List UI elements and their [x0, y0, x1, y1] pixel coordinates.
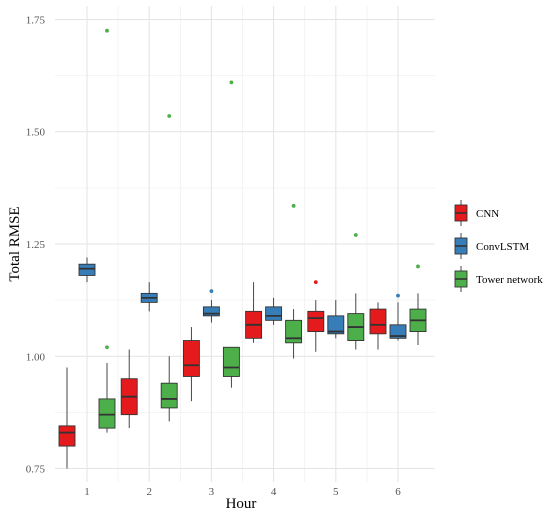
- box-tower-network-hour-2: [160, 114, 178, 422]
- outlier-point: [229, 80, 234, 85]
- outlier-point: [209, 289, 214, 294]
- outlier-point: [416, 264, 420, 269]
- box-tower-network-hour-4: [285, 203, 303, 359]
- box-iqr: [369, 308, 387, 335]
- box-iqr: [58, 425, 76, 447]
- y-tick-label: 0.75: [26, 464, 46, 476]
- box-convlstm-hour-2: [140, 282, 158, 312]
- box-iqr: [327, 315, 345, 335]
- box-iqr: [202, 306, 220, 317]
- box-series: [58, 28, 427, 469]
- box-iqr: [98, 398, 116, 429]
- box-tower-network-hour-5: [347, 233, 365, 350]
- box-iqr: [389, 324, 407, 339]
- grid-major-lines: [55, 6, 435, 482]
- x-tick-label: 5: [333, 486, 339, 498]
- outlier-point: [167, 114, 172, 118]
- x-tick-label: 1: [84, 486, 90, 498]
- box-convlstm-hour-1: [78, 257, 96, 283]
- x-tick-label: 3: [209, 486, 215, 498]
- box-cnn-hour-1: [58, 367, 76, 469]
- box-iqr: [182, 340, 200, 377]
- outlier-point: [353, 233, 358, 237]
- outlier-point: [396, 293, 400, 298]
- box-iqr: [307, 310, 325, 333]
- y-tick-label: 1.50: [26, 127, 46, 139]
- outlier-point: [313, 280, 318, 285]
- box-tower-network-hour-3: [222, 80, 240, 388]
- x-tick-label: 2: [146, 486, 152, 498]
- y-axis-title: Total RMSE: [7, 206, 23, 281]
- box-iqr: [78, 263, 96, 276]
- box-convlstm-hour-4: [265, 297, 283, 325]
- legend-item-cnn: CNN: [454, 200, 499, 226]
- box-tower-network-hour-6: [409, 264, 427, 346]
- box-iqr: [160, 382, 178, 409]
- x-axis-title: Hour: [226, 496, 257, 512]
- outlier-point: [291, 203, 296, 208]
- box-tower-network-hour-1: [98, 28, 116, 433]
- x-tick-label: 4: [271, 486, 277, 498]
- legend-item-tower-network: Tower network: [454, 266, 543, 292]
- box-cnn-hour-5: [307, 280, 325, 352]
- outlier-point: [105, 345, 109, 350]
- x-tick-labels: 1 2 3 4 5 6: [84, 486, 401, 498]
- box-convlstm-hour-3: [202, 289, 220, 323]
- box-convlstm-hour-5: [327, 300, 345, 339]
- box-iqr: [222, 346, 240, 377]
- box-cnn-hour-2: [120, 349, 138, 429]
- box-iqr: [265, 306, 283, 321]
- box-cnn-hour-6: [369, 302, 387, 350]
- y-tick-labels: 0.75 1.00 1.25 1.50 1.75: [26, 14, 46, 475]
- legend-item-convlstm: ConvLSTM: [454, 233, 529, 259]
- legend-label: ConvLSTM: [476, 241, 529, 253]
- legend-label: Tower network: [476, 274, 543, 286]
- box-convlstm-hour-6: [389, 293, 407, 341]
- x-tick-label: 6: [395, 486, 401, 498]
- legend: CNN ConvLSTM Tower network: [454, 200, 543, 292]
- outlier-point: [105, 28, 109, 33]
- box-cnn-hour-4: [245, 282, 263, 343]
- y-tick-label: 1.00: [26, 351, 46, 363]
- y-tick-label: 1.75: [26, 14, 46, 26]
- box-iqr: [285, 319, 303, 344]
- legend-label: CNN: [476, 208, 499, 220]
- y-tick-label: 1.25: [26, 239, 46, 251]
- box-cnn-hour-3: [182, 327, 200, 402]
